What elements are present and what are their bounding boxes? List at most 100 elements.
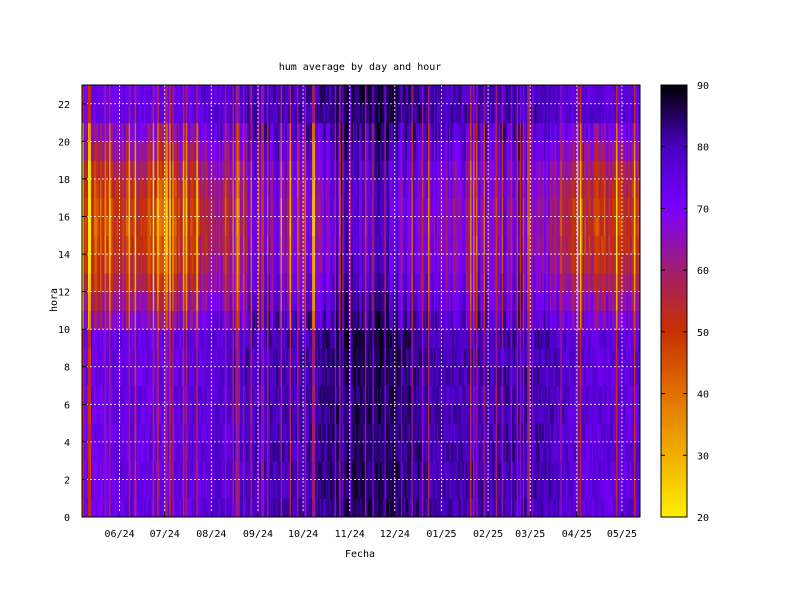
heat-cell [98,122,101,142]
heat-cell [388,460,391,481]
heat-cell [140,141,143,161]
heat-cell [110,254,113,274]
heat-cell [137,404,140,424]
heat-cell [327,160,330,180]
heat-cell [128,141,131,161]
heat-cell [218,178,221,199]
heat-cell [190,85,193,105]
heat-cell [115,160,118,180]
heat-cell [95,141,98,161]
heat-cell [270,460,273,481]
heat-cell [116,178,119,199]
heat-cell [163,85,166,105]
heat-cell [385,235,388,255]
heat-cell [235,366,238,387]
heat-cell [283,441,286,462]
heat-cell [295,479,298,499]
heat-cell [241,460,244,481]
heat-cell [352,404,355,424]
heat-cell [339,141,342,161]
heat-cell [260,291,264,311]
heat-cell [363,235,366,255]
heat-cell [330,254,333,274]
heat-cell [152,310,155,330]
heat-cell [193,216,196,236]
heat-cell [247,347,250,368]
heat-cell [322,329,325,349]
heat-cell [119,366,122,387]
heat-cell [194,235,197,255]
heat-cell [257,441,261,462]
heat-cell [242,310,246,330]
heat-cell [319,254,322,274]
heat-cell [375,347,378,368]
heat-cell [292,385,295,405]
heat-cell [113,366,116,387]
heat-cell [191,85,194,86]
heat-cell [253,366,256,387]
heat-cell [97,254,100,274]
heat-cell [125,103,128,124]
heat-cell [279,141,282,161]
heat-cell [226,85,229,86]
heat-cell [218,122,221,142]
heat-cell [94,310,97,330]
heat-cell [116,329,119,349]
heat-cell [283,160,286,180]
heat-cell [236,460,240,481]
heat-cell [209,141,212,161]
heat-cell [342,385,345,405]
heat-cell [94,160,97,180]
heat-cell [220,272,223,293]
heat-cell [247,423,250,443]
heat-cell [382,291,385,311]
heat-cell [245,423,249,443]
heat-cell [179,85,182,86]
heat-cell [370,122,373,142]
heat-cell [107,310,110,330]
heat-cell [182,85,185,86]
heat-cell [294,460,297,481]
heat-cell [385,423,388,443]
heat-cell [167,272,170,293]
heat-cell [230,385,233,405]
heat-cell [370,347,373,368]
heat-cell [179,310,182,330]
heat-cell [226,366,229,387]
heat-cell [354,310,357,330]
heat-cell [178,498,181,517]
heat-cell [239,347,243,368]
heat-cell [346,423,349,443]
heat-cell [223,479,226,499]
heat-cell [270,347,273,368]
heat-cell [203,423,206,443]
heat-cell [297,479,300,499]
heat-cell [254,404,258,424]
heat-cell [307,460,310,481]
heat-cell [256,423,259,443]
heat-cell [238,291,241,311]
heat-cell [366,385,369,405]
heat-cell [118,160,121,180]
heat-cell [268,423,271,443]
heat-cell [215,178,218,199]
heat-cell [286,291,289,311]
heat-cell [173,347,176,368]
heat-cell [267,460,270,481]
heat-cell [315,404,318,424]
heat-cell [110,347,113,368]
heat-cell [304,103,307,124]
heat-cell [154,329,157,349]
heat-cell [196,235,199,255]
heat-cell [221,366,224,387]
heat-cell [367,479,370,499]
heat-cell [142,85,145,86]
heat-cell [116,498,119,517]
heat-cell [309,460,312,481]
heat-cell [248,498,252,517]
heat-cell [247,103,250,124]
heat-cell [146,385,149,405]
heat-cell [217,85,220,105]
heat-cell [268,122,271,142]
heat-cell [294,423,297,443]
